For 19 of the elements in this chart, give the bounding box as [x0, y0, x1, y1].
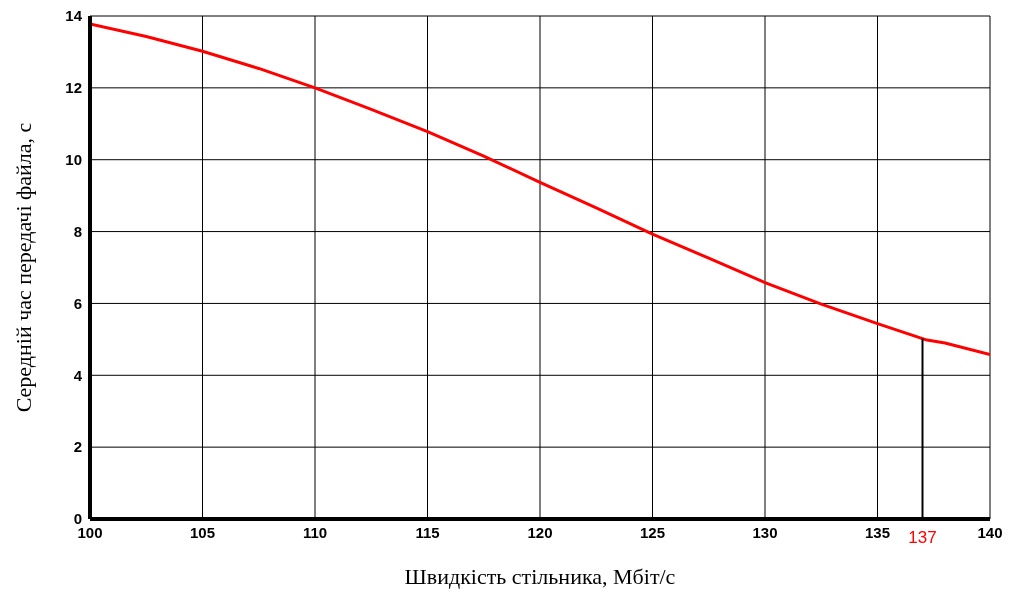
y-tick-label: 6 — [73, 294, 82, 312]
y-tick-label: 2 — [73, 438, 82, 456]
x-tick-label: 135 — [864, 523, 891, 541]
y-tick-label: 4 — [73, 366, 83, 384]
x-tick-label: 115 — [415, 523, 440, 541]
x-tick-label: 105 — [189, 523, 216, 541]
ref-line-label: 137 — [908, 528, 937, 547]
y-axis-title: Середній час передачі файла, с — [10, 122, 36, 413]
line-series — [90, 22, 990, 356]
y-tick-label: 8 — [73, 222, 82, 240]
x-tick-label: 120 — [527, 523, 553, 541]
x-tick-label: 140 — [977, 523, 1003, 541]
x-tick-label: 110 — [302, 523, 328, 541]
x-tick-label: 125 — [639, 523, 666, 541]
y-tick-label: 14 — [65, 7, 83, 25]
y-tick-label: 10 — [65, 151, 82, 169]
x-tick-label: 130 — [752, 523, 778, 541]
x-axis-title: Швидкість стільника, Мбіт/с — [404, 564, 676, 589]
y-tick-label: 12 — [65, 79, 82, 97]
